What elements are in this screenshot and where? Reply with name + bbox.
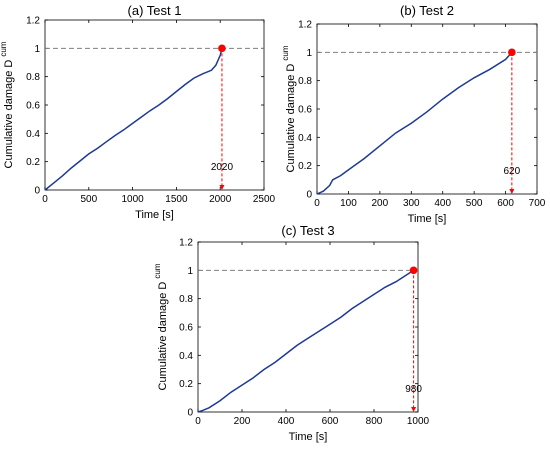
y-tick-label: 0.2 bbox=[179, 379, 193, 390]
x-tick-label: 600 bbox=[322, 416, 339, 427]
damage-curve bbox=[197, 269, 415, 413]
failure-point bbox=[218, 44, 226, 53]
y-tick-label: 0.4 bbox=[298, 133, 312, 144]
y-tick-label: 1.2 bbox=[26, 16, 40, 27]
y-tick-label: 0 bbox=[306, 190, 312, 201]
failure-time-label: 620 bbox=[504, 166, 521, 177]
chart-panel: (b) Test 2 0 100 200 300 400 500 600 700 0 0.2 0.4 0… bbox=[281, 3, 546, 225]
failure-point bbox=[409, 266, 418, 275]
x-tick-label: 200 bbox=[372, 198, 389, 209]
y-axis-label: Cumulative damage Dcum bbox=[0, 41, 15, 168]
y-tick-label: 0.4 bbox=[179, 351, 193, 362]
failure-arrowhead bbox=[219, 185, 225, 190]
x-tick-label: 0 bbox=[195, 416, 201, 427]
x-tick-label: 400 bbox=[278, 416, 295, 427]
x-tick-label: 1000 bbox=[407, 416, 430, 427]
x-tick-label: 0 bbox=[314, 198, 320, 209]
failure-arrowhead bbox=[509, 189, 515, 194]
axes-frame bbox=[197, 241, 419, 413]
x-tick-label: 1500 bbox=[165, 194, 188, 205]
damage-curve bbox=[44, 48, 223, 191]
x-tick-label: 700 bbox=[529, 198, 546, 209]
y-axis-label: Cumulative damage Dcum bbox=[281, 45, 297, 172]
x-tick-label: 600 bbox=[497, 198, 514, 209]
damage-curve bbox=[316, 51, 513, 195]
chart-panel: (c) Test 3 0 200 400 600 800 1000 0 0.2 0.4 0.6 0.8… bbox=[153, 223, 430, 443]
x-tick-label: 2500 bbox=[253, 194, 276, 205]
failure-time-label: 2020 bbox=[211, 162, 234, 173]
chart-panel: (a) Test 1 0 500 1000 1500 2000 2500 0 0.2 0.4 0.6… bbox=[0, 3, 276, 221]
x-tick-label: 100 bbox=[340, 198, 357, 209]
failure-arrowhead bbox=[411, 407, 417, 412]
x-tick-label: 800 bbox=[366, 416, 383, 427]
y-tick-label: 0.2 bbox=[26, 157, 40, 168]
y-axis-label: Cumulative damage Dcum bbox=[153, 263, 169, 390]
y-tick-label: 0 bbox=[34, 186, 40, 197]
y-tick-label: 0.6 bbox=[298, 105, 312, 116]
chart-title: (b) Test 2 bbox=[400, 3, 454, 18]
failure-time-label: 980 bbox=[405, 384, 422, 395]
y-tick-label: 0.8 bbox=[26, 72, 40, 83]
failure-point bbox=[508, 48, 516, 57]
x-tick-label: 0 bbox=[42, 194, 48, 205]
x-axis-label: Time [s] bbox=[135, 209, 174, 221]
x-axis-label: Time [s] bbox=[408, 213, 447, 225]
y-tick-label: 0.8 bbox=[298, 76, 312, 87]
x-tick-label: 300 bbox=[403, 198, 420, 209]
y-tick-label: 0.2 bbox=[298, 161, 312, 172]
x-tick-label: 200 bbox=[234, 416, 251, 427]
y-tick-label: 0 bbox=[187, 408, 193, 419]
x-tick-label: 500 bbox=[466, 198, 483, 209]
y-tick-label: 0.6 bbox=[26, 101, 40, 112]
y-tick-label: 1 bbox=[306, 48, 312, 59]
x-tick-label: 400 bbox=[434, 198, 451, 209]
y-tick-label: 1.2 bbox=[179, 238, 193, 249]
x-tick-label: 2000 bbox=[209, 194, 232, 205]
y-tick-label: 1 bbox=[187, 266, 193, 277]
chart-title: (c) Test 3 bbox=[281, 223, 334, 238]
y-tick-label: 1.2 bbox=[298, 20, 312, 31]
y-tick-label: 0.8 bbox=[179, 294, 193, 305]
x-axis-label: Time [s] bbox=[289, 431, 328, 443]
chart-title: (a) Test 1 bbox=[128, 3, 182, 18]
y-tick-label: 0.4 bbox=[26, 129, 40, 140]
x-tick-label: 1000 bbox=[121, 194, 144, 205]
y-tick-label: 0.6 bbox=[179, 323, 193, 334]
x-tick-label: 500 bbox=[80, 194, 97, 205]
y-tick-label: 1 bbox=[34, 44, 40, 55]
